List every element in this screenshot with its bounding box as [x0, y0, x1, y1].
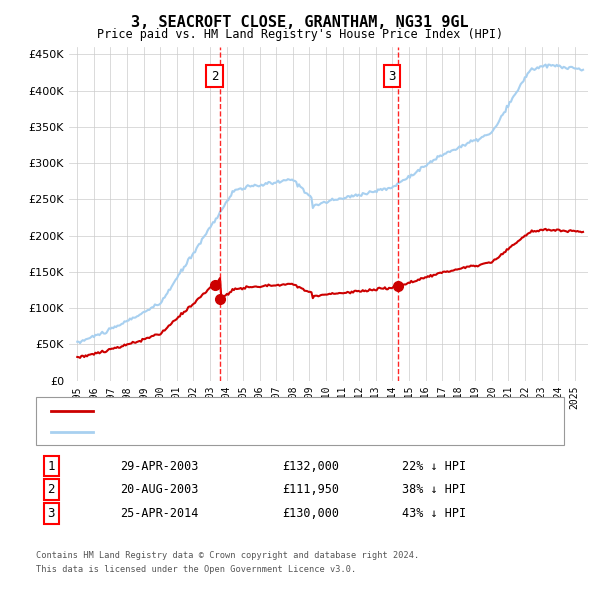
Text: 3: 3 [388, 70, 395, 83]
Text: 29-APR-2003: 29-APR-2003 [120, 460, 199, 473]
Text: 38% ↓ HPI: 38% ↓ HPI [402, 483, 466, 496]
Text: 1: 1 [47, 460, 55, 473]
Text: £130,000: £130,000 [282, 507, 339, 520]
Text: 25-APR-2014: 25-APR-2014 [120, 507, 199, 520]
Text: Price paid vs. HM Land Registry's House Price Index (HPI): Price paid vs. HM Land Registry's House … [97, 28, 503, 41]
Text: 43% ↓ HPI: 43% ↓ HPI [402, 507, 466, 520]
Text: 3, SEACROFT CLOSE, GRANTHAM, NG31 9GL: 3, SEACROFT CLOSE, GRANTHAM, NG31 9GL [131, 15, 469, 30]
Text: 20-AUG-2003: 20-AUG-2003 [120, 483, 199, 496]
Text: This data is licensed under the Open Government Licence v3.0.: This data is licensed under the Open Gov… [36, 565, 356, 574]
Text: 2: 2 [47, 483, 55, 496]
Text: HPI: Average price, detached house, South Kesteven: HPI: Average price, detached house, Sout… [102, 427, 415, 437]
Text: 22% ↓ HPI: 22% ↓ HPI [402, 460, 466, 473]
Text: 3: 3 [47, 507, 55, 520]
Text: Contains HM Land Registry data © Crown copyright and database right 2024.: Contains HM Land Registry data © Crown c… [36, 550, 419, 559]
Text: £132,000: £132,000 [282, 460, 339, 473]
Text: 3, SEACROFT CLOSE, GRANTHAM, NG31 9GL (detached house): 3, SEACROFT CLOSE, GRANTHAM, NG31 9GL (d… [102, 405, 439, 415]
Text: 2: 2 [211, 70, 218, 83]
Text: £111,950: £111,950 [282, 483, 339, 496]
